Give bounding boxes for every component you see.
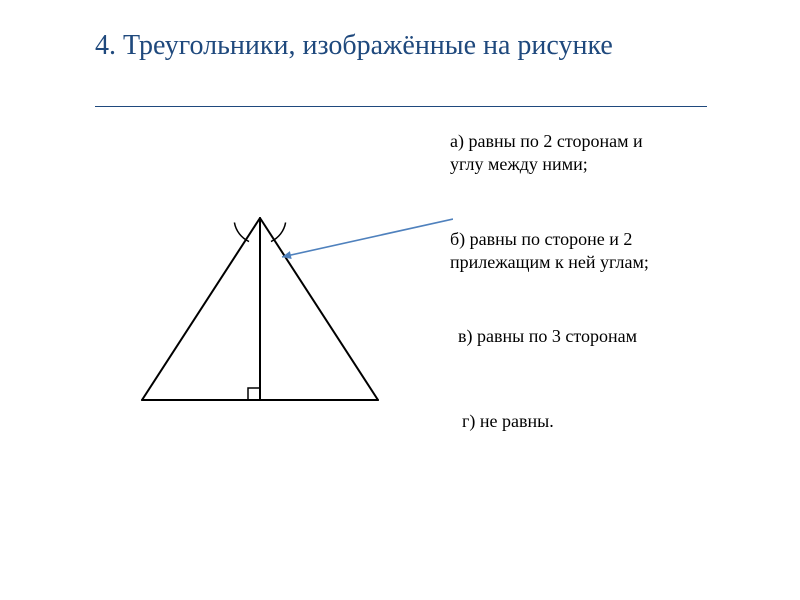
heading-underline — [95, 106, 707, 107]
answer-option-c: в) равны по 3 сторонам — [458, 325, 698, 348]
question-heading: 4. Треугольники, изображённые на рисунке — [95, 28, 695, 63]
answer-option-b: б) равны по стороне и 2 прилежащим к ней… — [450, 228, 690, 275]
triangle-diagram — [130, 210, 390, 410]
answer-option-d: г) не равны. — [462, 410, 702, 433]
answer-option-a: а) равны по 2 сторонам и углу между ними… — [450, 130, 680, 177]
